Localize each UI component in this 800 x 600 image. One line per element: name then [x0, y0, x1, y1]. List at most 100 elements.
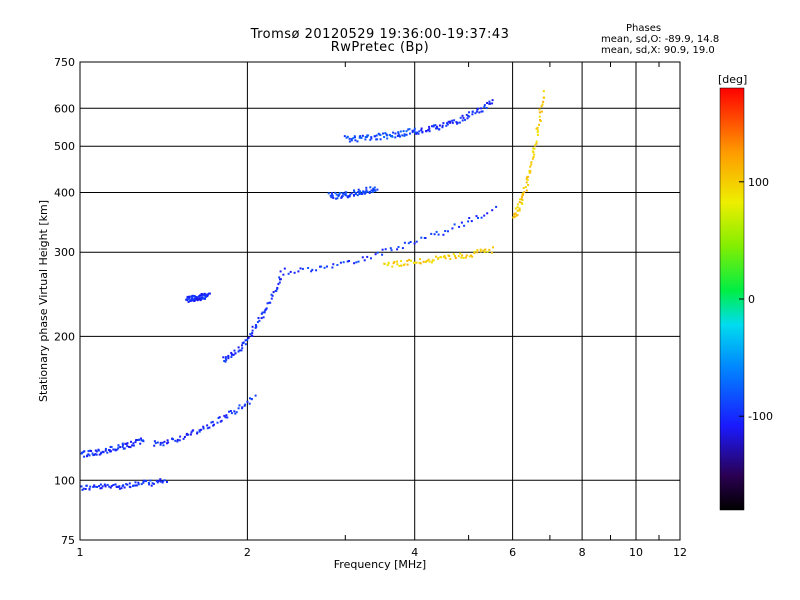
echo-point — [161, 481, 164, 484]
echo-point — [452, 253, 455, 256]
echo-point — [110, 450, 112, 453]
echo-point — [495, 205, 498, 208]
trace-f2-o-spread-upper — [343, 127, 417, 143]
echo-point — [161, 480, 164, 483]
echo-point — [83, 455, 86, 458]
trace-e-layer-o — [80, 478, 168, 491]
echo-point — [461, 114, 464, 117]
echo-point — [364, 191, 367, 194]
echo-point — [266, 302, 269, 305]
echo-point — [255, 325, 258, 328]
echo-point — [391, 265, 394, 268]
trace-e-layer-lower — [80, 437, 145, 458]
echo-point — [396, 260, 398, 263]
echo-point — [520, 198, 523, 201]
echo-point — [384, 132, 387, 135]
echo-point — [254, 324, 257, 326]
echo-point — [492, 246, 494, 249]
echo-point — [366, 255, 369, 258]
trace-f2-o-multi-hop — [415, 99, 494, 135]
echo-point — [311, 268, 314, 271]
echo-point — [379, 138, 382, 141]
echo-point — [244, 339, 247, 342]
echo-point — [104, 447, 107, 450]
echo-point — [88, 487, 91, 490]
echo-point — [86, 455, 88, 458]
echo-point — [185, 433, 188, 436]
echo-point — [415, 132, 418, 135]
echo-point — [387, 261, 390, 264]
x-tick-labels: 1 2 4 6 8 10 12 — [77, 546, 688, 559]
echo-point — [179, 435, 182, 438]
phases-x-stats: mean, sd,X: 90.9, 19.0 — [601, 45, 715, 56]
echo-point — [196, 297, 199, 300]
echo-point — [276, 287, 279, 290]
echo-point — [413, 129, 416, 132]
echo-point — [419, 258, 421, 261]
echo-point — [190, 431, 193, 434]
echo-point — [354, 136, 356, 139]
echo-point — [176, 440, 179, 443]
colorbar-tick-label: 100 — [748, 176, 769, 189]
echo-point — [538, 123, 540, 126]
echo-point — [514, 207, 517, 210]
echo-point — [430, 232, 433, 235]
echo-point — [153, 444, 156, 447]
echo-point — [467, 220, 470, 223]
trace-f2-o-main — [279, 205, 498, 275]
echo-point — [203, 292, 206, 295]
echo-point — [200, 428, 203, 431]
echo-point — [389, 247, 392, 250]
echo-point — [100, 452, 102, 455]
echo-point — [176, 438, 179, 441]
echo-point — [287, 272, 290, 275]
echo-point — [408, 128, 411, 131]
echo-point — [413, 242, 416, 245]
echo-point — [120, 487, 123, 490]
echo-point — [475, 215, 478, 218]
echo-point — [449, 121, 452, 124]
echo-point — [427, 129, 430, 132]
echo-point — [382, 132, 385, 135]
echo-point — [473, 252, 476, 255]
echo-point — [216, 421, 219, 424]
echo-point — [275, 290, 278, 292]
echo-point — [406, 259, 409, 262]
echo-point — [251, 325, 254, 328]
echo-point — [447, 120, 450, 123]
echo-point — [470, 220, 473, 223]
echo-point — [373, 186, 376, 189]
echo-point — [124, 442, 127, 445]
echo-point — [139, 442, 142, 445]
echo-point — [234, 412, 237, 415]
echo-point — [340, 196, 343, 199]
echo-point — [132, 484, 135, 487]
echo-point — [354, 191, 357, 194]
echo-point — [343, 135, 346, 138]
echo-point — [446, 123, 449, 126]
echo-point — [453, 223, 456, 226]
echo-point — [126, 442, 129, 445]
plot-frame — [79, 61, 681, 541]
echo-point — [522, 186, 525, 189]
echo-point — [442, 122, 445, 125]
y-tick-label: 500 — [54, 140, 75, 153]
echo-point — [409, 241, 412, 243]
echo-point — [222, 356, 225, 359]
echo-point — [95, 485, 98, 488]
echo-point — [527, 184, 530, 186]
echo-point — [224, 360, 227, 363]
echo-point — [465, 113, 468, 116]
echo-point — [299, 267, 302, 270]
echo-point — [542, 100, 545, 103]
echo-point — [421, 131, 424, 134]
echo-point — [178, 439, 181, 442]
echo-point — [536, 126, 539, 129]
echo-point — [272, 291, 275, 294]
echo-point — [200, 293, 203, 295]
echo-point — [471, 110, 474, 113]
echo-point — [114, 449, 117, 452]
echo-point — [411, 131, 414, 134]
echo-point — [520, 195, 523, 198]
echo-point — [135, 439, 138, 441]
